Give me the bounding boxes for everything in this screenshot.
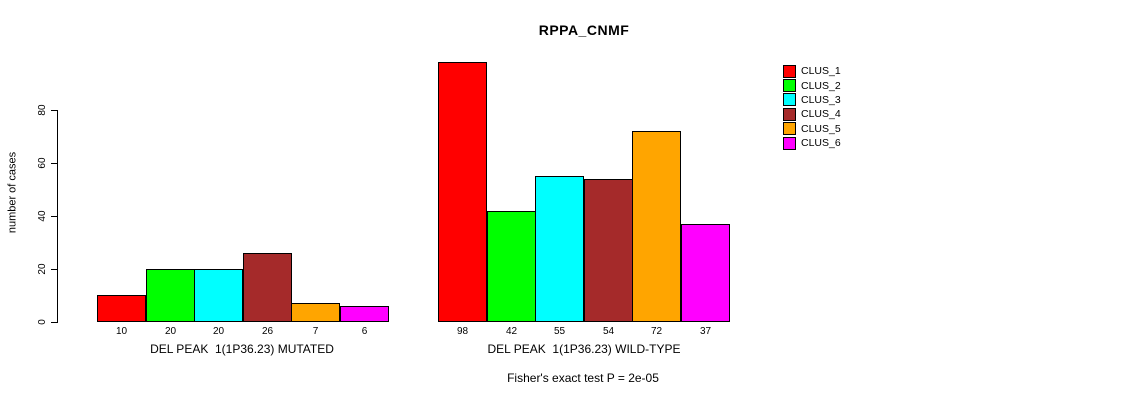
y-tick-mark (51, 269, 58, 270)
legend-item-clus_1: CLUS_1 (783, 64, 841, 78)
bar-clus_6 (681, 224, 730, 322)
bar-clus_3 (535, 176, 584, 322)
bar-clus_5 (632, 131, 681, 322)
bar-value-label: 72 (650, 326, 663, 337)
legend-swatch-clus_3 (783, 93, 796, 107)
bar-value-label: 20 (164, 326, 177, 337)
legend-item-clus_5: CLUS_5 (783, 122, 841, 136)
bar-clus_2 (487, 211, 536, 322)
bar-clus_5 (291, 303, 340, 322)
chart-title: RPPA_CNMF (538, 22, 630, 38)
legend-label: CLUS_2 (801, 79, 841, 92)
bar-clus_3 (194, 269, 243, 322)
bar-clus_4 (584, 179, 633, 322)
bar-clus_4 (243, 253, 292, 322)
y-tick-mark (51, 163, 58, 164)
y-tick-label: 60 (37, 157, 48, 169)
legend: CLUS_1 CLUS_2 CLUS_3 CLUS_4 CLUS_5 CLUS_6 (783, 64, 841, 150)
legend-label: CLUS_5 (801, 122, 841, 135)
group-label-mutated: DEL PEAK 1(1P36.23) MUTATED (150, 342, 334, 356)
legend-label: CLUS_1 (801, 65, 841, 78)
y-tick-label: 40 (37, 210, 48, 222)
bar-value-label: 7 (312, 326, 319, 337)
y-axis-label: number of cases (6, 151, 19, 234)
group-label-wild-type: DEL PEAK 1(1P36.23) WILD-TYPE (487, 342, 681, 356)
annotation-text: Fisher's exact test P = 2e-05 (507, 371, 659, 385)
legend-label: CLUS_4 (801, 108, 841, 121)
bar-value-label: 26 (261, 326, 274, 337)
legend-label: CLUS_6 (801, 137, 841, 150)
bar-value-label: 37 (699, 326, 712, 337)
y-tick-mark (51, 216, 58, 217)
y-tick-mark (51, 322, 58, 323)
bar-clus_1 (97, 295, 146, 322)
legend-swatch-clus_5 (783, 122, 796, 136)
y-tick-mark (51, 110, 58, 111)
bar-value-label: 55 (553, 326, 566, 337)
legend-swatch-clus_6 (783, 136, 796, 150)
legend-label: CLUS_3 (801, 93, 841, 106)
legend-swatch-clus_4 (783, 107, 796, 121)
legend-item-clus_3: CLUS_3 (783, 93, 841, 107)
y-tick-label: 80 (37, 104, 48, 116)
legend-swatch-clus_1 (783, 64, 796, 78)
bar-value-label: 10 (115, 326, 128, 337)
y-tick-label: 0 (37, 319, 48, 325)
bar-clus_6 (340, 306, 389, 322)
legend-item-clus_4: CLUS_4 (783, 107, 841, 121)
bar-value-label: 42 (505, 326, 518, 337)
bar-value-label: 54 (602, 326, 615, 337)
bar-value-label: 98 (456, 326, 469, 337)
bar-clus_1 (438, 62, 487, 322)
bar-clus_2 (146, 269, 195, 322)
bar-value-label: 20 (212, 326, 225, 337)
legend-item-clus_6: CLUS_6 (783, 136, 841, 150)
legend-item-clus_2: CLUS_2 (783, 78, 841, 93)
legend-swatch-clus_2 (783, 79, 796, 93)
bar-value-label: 6 (361, 326, 368, 337)
y-tick-label: 20 (37, 263, 48, 275)
